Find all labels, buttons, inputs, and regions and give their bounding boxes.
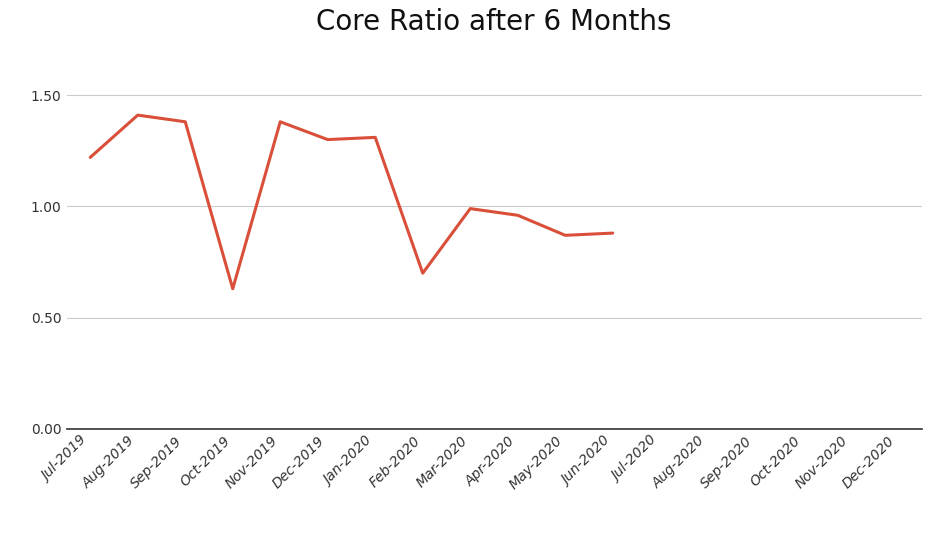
Title: Core Ratio after 6 Months: Core Ratio after 6 Months <box>316 8 672 36</box>
